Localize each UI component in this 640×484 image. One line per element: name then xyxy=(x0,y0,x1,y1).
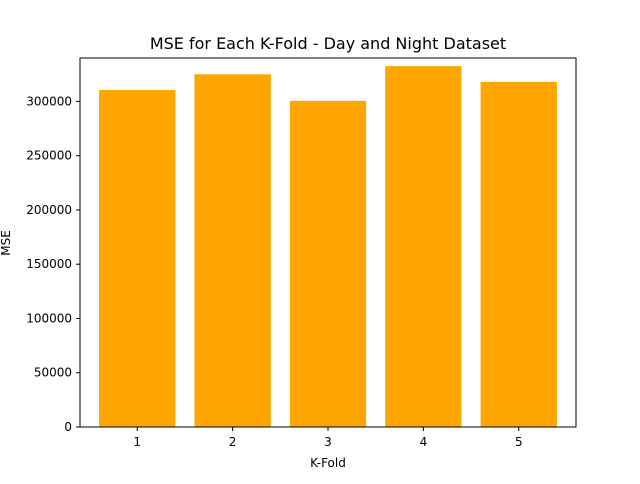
bar-kfold-5 xyxy=(480,81,557,428)
bar-kfold-1 xyxy=(99,90,176,427)
bar-kfold-4 xyxy=(385,66,462,427)
y-tick-label: 100000 xyxy=(26,311,72,325)
y-axis-ticks: 0 50000 100000 150000 200000 250000 300000 xyxy=(26,94,80,434)
y-tick-label: 150000 xyxy=(26,257,72,271)
y-axis-label: MSE xyxy=(0,230,13,256)
x-tick-label: 3 xyxy=(324,435,332,449)
y-tick-label: 50000 xyxy=(34,366,72,380)
x-tick-label: 5 xyxy=(515,435,523,449)
x-axis-label: K-Fold xyxy=(310,456,346,470)
x-axis-ticks: 1 2 3 4 5 xyxy=(133,427,523,449)
bar-kfold-3 xyxy=(289,100,367,428)
y-tick-label: 200000 xyxy=(26,203,72,217)
y-tick-label: 250000 xyxy=(26,149,72,163)
chart-title: MSE for Each K-Fold - Day and Night Data… xyxy=(150,34,506,53)
x-tick-label: 2 xyxy=(229,435,237,449)
y-tick-label: 300000 xyxy=(26,94,72,108)
y-tick-label: 0 xyxy=(64,420,72,434)
bars-layer xyxy=(99,66,557,428)
bar-kfold-2 xyxy=(194,74,271,427)
x-tick-label: 4 xyxy=(420,435,428,449)
x-tick-label: 1 xyxy=(133,435,141,449)
